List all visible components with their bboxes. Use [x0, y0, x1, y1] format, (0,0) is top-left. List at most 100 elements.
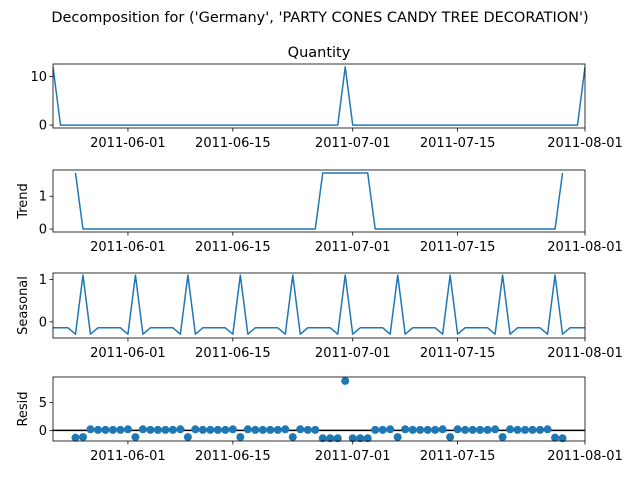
residual-point — [311, 425, 320, 434]
residual-point — [123, 425, 132, 434]
residual-point — [168, 425, 177, 434]
x-tick-label: 2011-08-01 — [547, 136, 623, 151]
subplot-title: Quantity — [288, 45, 351, 61]
x-tick-label: 2011-08-01 — [547, 449, 623, 464]
x-tick-label: 2011-06-15 — [195, 136, 271, 151]
x-tick-label: 2011-07-01 — [315, 240, 391, 255]
subplot-2: 0 1 2011-06-01 2011-06-15 2011-07-01 2011-07-… — [16, 169, 623, 255]
axes-frame — [52, 63, 586, 129]
residual-point — [393, 433, 402, 442]
x-tick-label: 2011-06-01 — [90, 136, 166, 151]
residual-point — [101, 425, 110, 434]
residual-point — [153, 425, 162, 434]
series-line — [53, 66, 585, 126]
residual-point — [288, 433, 297, 442]
residual-point — [543, 425, 552, 434]
residual-point — [228, 425, 237, 434]
residual-point — [326, 434, 335, 443]
y-axis-label: Seasonal — [16, 276, 31, 335]
x-tick-label: 2011-07-15 — [420, 449, 496, 464]
residual-point — [93, 425, 102, 434]
y-tick-label: 0 — [39, 223, 47, 238]
residual-point — [408, 425, 417, 434]
residual-point — [131, 433, 140, 442]
residual-point — [86, 425, 95, 434]
residual-point — [251, 425, 260, 434]
residual-point — [341, 376, 350, 385]
x-tick-label: 2011-07-15 — [420, 346, 496, 361]
residual-point — [146, 425, 155, 434]
x-tick-label: 2011-06-01 — [90, 240, 166, 255]
residual-point — [213, 425, 222, 434]
y-axis-label: Trend — [16, 183, 31, 220]
residual-point — [521, 425, 530, 434]
residual-point — [536, 425, 545, 434]
y-tick-label: 5 — [39, 396, 47, 411]
residual-point — [551, 433, 560, 442]
residual-point — [483, 425, 492, 434]
residual-point — [416, 425, 425, 434]
subplot-1: 0 10 2011-06-01 2011-06-15 2011-07-01 2011-07… — [30, 45, 622, 151]
residual-point — [363, 434, 372, 443]
x-tick-label: 2011-08-01 — [547, 346, 623, 361]
subplot-4: 0 5 2011-06-01 2011-06-15 2011-07-01 2011-07-… — [16, 376, 623, 464]
figure-title: Decomposition for ('Germany', 'PARTY CON… — [51, 10, 588, 26]
x-tick-label: 2011-08-01 — [547, 240, 623, 255]
residual-point — [371, 425, 380, 434]
x-tick-label: 2011-06-15 — [195, 346, 271, 361]
residual-point — [401, 425, 410, 434]
residual-point — [453, 425, 462, 434]
residual-point — [191, 425, 200, 434]
residual-point — [258, 425, 267, 434]
residual-point — [378, 425, 387, 434]
residual-point — [221, 425, 230, 434]
residual-point — [446, 433, 455, 442]
residual-point — [71, 433, 80, 442]
y-tick-label: 1 — [39, 273, 47, 288]
residual-point — [431, 425, 440, 434]
residual-point — [243, 425, 252, 434]
y-tick-label: 10 — [30, 70, 47, 85]
axes-frame — [52, 272, 586, 339]
residual-point — [423, 425, 432, 434]
residual-point — [198, 425, 207, 434]
axes-frame — [52, 376, 586, 442]
residual-point — [558, 434, 567, 443]
residual-point — [461, 425, 470, 434]
residual-point — [78, 433, 87, 442]
series-line — [74, 172, 564, 230]
y-tick-label: 0 — [39, 119, 47, 134]
x-tick-label: 2011-07-01 — [315, 346, 391, 361]
residual-point — [161, 425, 170, 434]
residual-point — [468, 425, 477, 434]
residual-point — [108, 425, 117, 434]
y-tick-label: 0 — [39, 315, 47, 330]
axes-frame — [52, 169, 586, 233]
residual-point — [116, 425, 125, 434]
residual-point — [438, 425, 447, 434]
residual-point — [296, 425, 305, 434]
x-tick-label: 2011-06-15 — [195, 240, 271, 255]
x-tick-label: 2011-06-01 — [90, 346, 166, 361]
residual-point — [476, 425, 485, 434]
x-tick-label: 2011-07-15 — [420, 240, 496, 255]
residual-point — [386, 425, 395, 434]
residual-point — [348, 434, 357, 443]
residual-point — [356, 434, 365, 443]
residual-point — [506, 425, 515, 434]
residual-point — [138, 425, 147, 434]
residual-point — [206, 425, 215, 434]
series-line — [53, 274, 585, 335]
residual-point — [513, 425, 522, 434]
y-axis-label: Resid — [16, 391, 31, 426]
residual-point — [318, 434, 327, 443]
residual-point — [498, 433, 507, 442]
x-tick-label: 2011-07-01 — [315, 449, 391, 464]
residual-point — [183, 433, 192, 442]
x-tick-label: 2011-06-15 — [195, 449, 271, 464]
residual-point — [333, 434, 342, 443]
y-tick-label: 1 — [39, 190, 47, 205]
residual-point — [281, 425, 290, 434]
